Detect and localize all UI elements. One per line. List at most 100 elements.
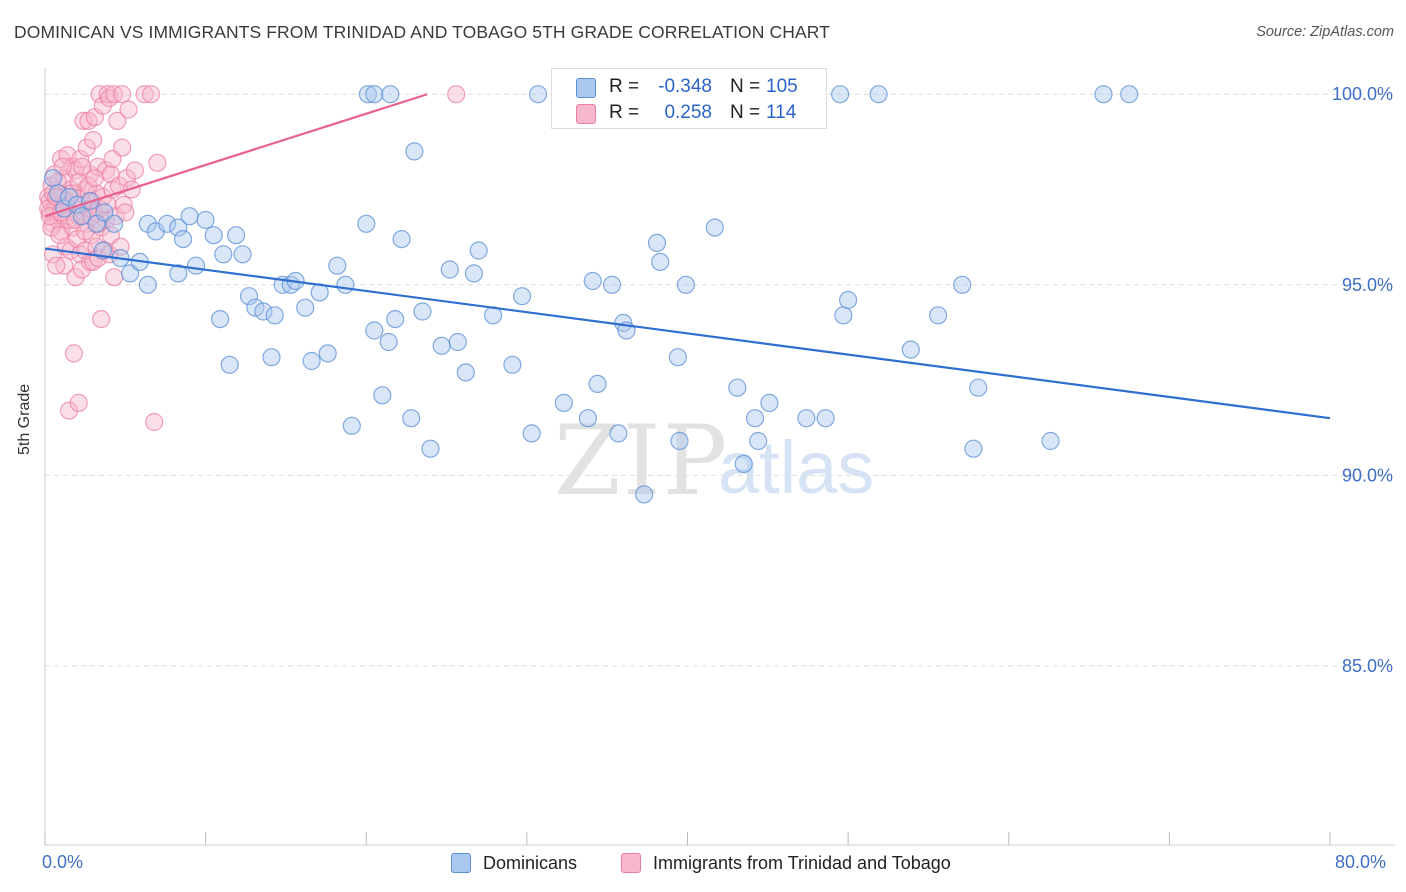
point-dominican [528,85,548,104]
trend-line-trinidad-tobago [44,93,428,218]
grid-layer [45,93,1395,667]
point-dominican [365,85,384,104]
point-dominican [405,142,424,161]
point-dominican [503,355,522,374]
legend-row-trinidad-tobago: R = 0.258 N = 114 [552,101,826,127]
point-dominican [358,85,377,104]
point-trinidad-tobago [59,401,79,420]
point-dominican [262,348,281,367]
legend-swatch-pink [621,853,641,873]
x-tick-label-max: 80.0% [1335,852,1387,872]
point-trinidad-tobago [69,393,88,412]
point-trinidad-tobago [145,412,164,432]
point-dominican [43,169,63,188]
point-dominican [373,386,392,405]
point-dominican [402,409,421,428]
point-dominican [169,264,188,283]
point-dominican [464,264,483,283]
point-dominican [668,348,688,367]
point-dominican [651,252,670,271]
point-dominican [239,287,259,306]
point-dominican [204,226,223,245]
y-tick-label: 90.0% [1342,465,1393,485]
legend-label-trinidad-tobago: Immigrants from Trinidad and Tobago [653,853,951,873]
point-trinidad-tobago [74,111,93,131]
point-dominican [169,218,188,237]
legend-r-label: R = [609,102,640,123]
point-dominican [1120,85,1139,104]
point-dominican [745,409,765,428]
point-dominican [578,409,598,428]
point-dominican [211,310,230,329]
point-trinidad-tobago [114,195,133,214]
legend-swatch-blue [451,853,471,873]
point-trinidad-tobago [40,207,59,226]
y-axis-label: 5th Grade [16,383,33,455]
point-dominican [432,336,451,355]
point-dominican [386,310,405,329]
legend-r-label: R = [609,76,640,97]
point-dominican [834,306,853,325]
point-trinidad-tobago [71,149,90,169]
point-dominican [901,340,920,359]
point-dominican [830,85,850,104]
point-dominican [588,374,607,393]
point-dominican [214,245,233,264]
point-dominican [381,85,400,104]
point-dominican [760,393,779,412]
point-dominican [647,233,667,252]
point-dominican [1094,85,1113,104]
legend-swatch-pink [576,104,596,124]
point-trinidad-tobago [79,176,98,195]
point-dominican [302,351,321,371]
axes-layer [44,68,1395,846]
y-tick-label: 85.0% [1342,656,1393,676]
legend-n-value: 105 [766,76,798,97]
point-dominican [440,260,459,279]
point-trinidad-tobago [108,111,127,131]
legend-n-value: 114 [766,102,797,123]
point-dominican [357,214,376,233]
point-dominican [953,275,972,294]
legend-n-label: N = [730,102,761,123]
point-dominican [104,214,124,233]
point-dominican [138,275,157,294]
point-trinidad-tobago [47,256,66,275]
point-dominican [233,245,252,264]
legend-swatch-blue [576,78,596,98]
point-trinidad-tobago [135,85,154,104]
point-dominican [838,290,858,310]
point-trinidad-tobago [112,85,132,104]
point-dominican [602,275,622,294]
point-trinidad-tobago [141,85,161,104]
point-dominican [328,256,347,275]
point-dominican [928,306,948,325]
point-dominican [705,218,724,237]
point-trinidad-tobago [112,138,132,157]
point-dominican [421,439,440,458]
point-dominican [196,210,215,230]
point-trinidad-tobago [72,157,92,176]
point-dominican [158,214,177,233]
point-dominican [969,378,988,397]
trend-line-dominicans [44,247,1331,420]
point-dominican [296,298,315,317]
x-tick-label-min: 0.0% [42,852,84,872]
point-trinidad-tobago [84,130,103,150]
watermark-zip: ZIP [554,405,730,517]
points-dominicans [43,85,1139,504]
point-dominican [220,355,239,374]
point-dominican [816,409,835,428]
point-dominican [448,332,467,352]
point-dominican [48,184,68,203]
point-trinidad-tobago [116,203,135,222]
point-dominican [728,378,747,397]
point-dominican [522,424,541,443]
point-dominican [1041,431,1060,451]
legend-r-value: 0.258 [664,102,712,123]
point-dominican [634,485,654,504]
point-dominican [512,287,532,306]
point-dominican [670,431,689,451]
point-dominican [265,306,284,325]
